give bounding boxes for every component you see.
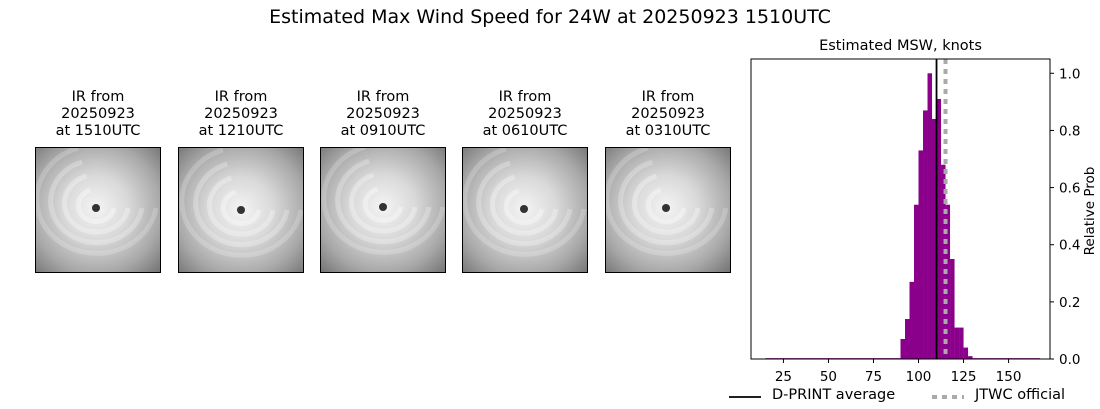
y-tick-label: 0.8 [1059,123,1080,139]
legend-label-jtwc: JTWC official [975,387,1066,403]
histogram-bar [954,327,960,359]
histogram-bar [963,347,969,359]
ir-satellite-image [462,147,588,273]
ir-panel-title: IR from 20250923 at 0610UTC [482,89,568,139]
histogram-bar [927,73,933,360]
x-tick-label: 75 [865,369,882,385]
y-tick-label: 0.2 [1059,295,1080,311]
ir-panel-4: IR from 20250923 at 0610UTC [462,89,588,273]
y-tick-label: 0.4 [1059,238,1080,254]
histogram-bar [918,150,924,359]
ir-satellite-image [605,147,731,273]
y-axis-label: Relative Prob [1082,167,1098,256]
ir-panel-3: IR from 20250923 at 0910UTC [320,89,446,273]
plot-frame [750,58,1051,360]
x-tick-label: 50 [820,369,837,385]
histogram-bar [905,319,910,359]
histogram-bar [909,281,915,359]
ir-panel-title: IR from 20250923 at 0310UTC [625,89,711,139]
histogram-bar [950,259,955,359]
x-tick-label: 125 [951,369,977,385]
histogram-bar [941,164,946,359]
figure-title: Estimated Max Wind Speed for 24W at 2025… [269,6,831,28]
histogram-bar [914,204,919,359]
x-tick-label: 150 [996,369,1022,385]
histogram-bar [923,110,928,359]
x-tick-label: 100 [906,369,932,385]
ir-panel-title: IR from 20250923 at 1210UTC [198,89,284,139]
histogram-bar [959,327,964,359]
ir-panel-1: IR from 20250923 at 1510UTC [35,89,161,273]
histogram-bar [968,356,973,359]
y-tick-label: 1.0 [1059,66,1080,82]
ir-satellite-image [35,147,161,273]
ir-panel-5: IR from 20250923 at 0310UTC [605,89,731,273]
ir-panel-2: IR from 20250923 at 1210UTC [178,89,304,273]
ir-satellite-image [178,147,304,273]
histogram-bar [936,99,942,359]
x-tick-label: 25 [775,369,792,385]
legend-label-dprint: D-PRINT average [772,387,896,403]
histogram-bar [945,204,951,359]
y-tick-label: 0.6 [1059,181,1080,197]
y-tick-label: 0.0 [1059,352,1080,368]
ir-satellite-image [320,147,446,273]
chart-title: Estimated MSW, knots [819,38,982,54]
ir-panel-title: IR from 20250923 at 1510UTC [55,89,141,139]
histogram-bar [900,339,906,359]
histogram-bar [932,119,937,359]
ir-panel-title: IR from 20250923 at 0910UTC [340,89,426,139]
